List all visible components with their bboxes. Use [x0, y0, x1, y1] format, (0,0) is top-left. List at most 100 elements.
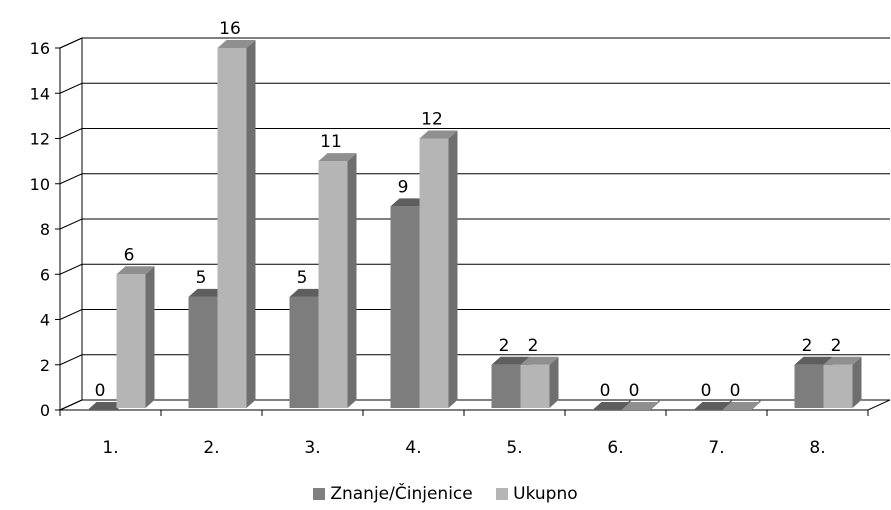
bar-top	[116, 266, 155, 275]
legend-item-ukupno: Ukupno	[496, 484, 578, 504]
bar-ukupno	[419, 130, 458, 408]
bar-ukupno	[722, 400, 761, 410]
bar-ukupno	[823, 356, 862, 408]
x-tick-label: 2.	[203, 438, 219, 458]
bar-side	[852, 356, 862, 408]
bar-top	[621, 402, 660, 410]
y-tick-label: 8	[40, 220, 50, 239]
y-tick-label: 14	[30, 84, 50, 103]
legend-swatch-znanje	[313, 488, 326, 500]
bar-front	[419, 138, 449, 408]
bar-front	[318, 161, 348, 408]
bar-top	[318, 153, 357, 162]
x-tick-label: 8.	[809, 438, 825, 458]
x-tick-label: 1.	[102, 438, 118, 458]
legend-swatch-ukupno	[496, 488, 509, 500]
bar-top	[592, 402, 631, 410]
data-label: 0	[701, 381, 712, 401]
data-label: 6	[124, 245, 135, 265]
data-label: 2	[831, 336, 842, 356]
gridline	[59, 354, 890, 366]
bar-top	[520, 356, 559, 365]
bar-front	[390, 206, 420, 408]
legend-label-ukupno: Ukupno	[513, 484, 578, 504]
y-tick-label: 10	[30, 175, 50, 194]
gridline	[59, 309, 890, 320]
bar-front	[116, 274, 146, 408]
floor	[59, 399, 891, 411]
bar-side	[448, 130, 458, 408]
bar-ukupno	[318, 153, 357, 408]
bar-side	[347, 153, 357, 408]
data-label: 11	[320, 132, 342, 152]
bar-ukupno	[621, 400, 660, 410]
data-label: 0	[730, 381, 741, 401]
data-label: 2	[528, 336, 539, 356]
gridline	[59, 82, 890, 94]
bar-front	[794, 364, 824, 408]
gridlines	[59, 37, 890, 411]
chart-walls	[59, 37, 891, 411]
data-label: 5	[297, 268, 308, 288]
y-tick-label: 2	[40, 356, 50, 375]
bar-znanje	[693, 400, 732, 410]
bar-znanje	[592, 400, 631, 410]
gridline	[59, 173, 890, 185]
y-tick-label: 4	[40, 311, 50, 330]
legend-item-znanje: Znanje/Činjenice	[313, 484, 473, 504]
x-tick-label: 7.	[708, 438, 724, 458]
x-axis-ticks: 1. 2. 3. 4. 5. 6. 7. 8.	[59, 409, 869, 458]
bar-top	[722, 402, 761, 410]
bar-top	[693, 402, 732, 410]
bar-ukupno	[116, 266, 155, 408]
data-label: 0	[600, 381, 611, 401]
bar-top	[491, 356, 530, 365]
data-label: 5	[196, 268, 207, 288]
bar-front	[823, 364, 853, 408]
data-label: 16	[219, 19, 241, 39]
gridline	[59, 37, 890, 49]
y-tick-label: 6	[40, 265, 50, 284]
data-label: 0	[95, 381, 106, 401]
bar-top	[289, 288, 328, 297]
legend-label-znanje: Znanje/Činjenice	[330, 484, 473, 504]
x-tick-label: 4.	[405, 438, 421, 458]
y-tick-label: 0	[40, 401, 50, 420]
bar-front	[289, 296, 319, 408]
data-label: 0	[629, 381, 640, 401]
x-tick-label: 3.	[304, 438, 320, 458]
data-label: 12	[421, 110, 443, 130]
gridline	[59, 263, 890, 275]
x-tick-label: 6.	[607, 438, 623, 458]
bar-side	[549, 356, 559, 408]
bar-side	[145, 266, 155, 408]
bar-ukupno	[217, 40, 256, 408]
bar-top	[217, 40, 256, 48]
bar-side	[246, 40, 256, 408]
data-label: 2	[802, 336, 813, 356]
bar-top	[390, 198, 429, 207]
gridline	[59, 399, 890, 411]
bar-top	[188, 288, 227, 297]
bar-front	[491, 364, 521, 408]
y-tick-label: 16	[30, 39, 50, 58]
legend: Znanje/Činjenice Ukupno	[0, 484, 891, 505]
bar-front	[520, 364, 550, 408]
y-tick-label: 12	[30, 130, 50, 149]
bar-ukupno	[520, 356, 559, 408]
bar-top	[419, 130, 458, 139]
data-label: 9	[398, 177, 409, 197]
bar-top	[794, 356, 833, 365]
bar-top	[87, 402, 126, 410]
bar-front	[217, 48, 247, 408]
bar-front	[188, 296, 218, 408]
gridline	[59, 128, 890, 139]
y-axis-ticks: 0 2 4 6 8 10 12 14 16	[30, 39, 61, 420]
data-label: 2	[499, 336, 510, 356]
bar-top	[823, 356, 862, 365]
gridline	[59, 218, 890, 230]
x-tick-label: 5.	[506, 438, 522, 458]
bars	[87, 40, 862, 410]
